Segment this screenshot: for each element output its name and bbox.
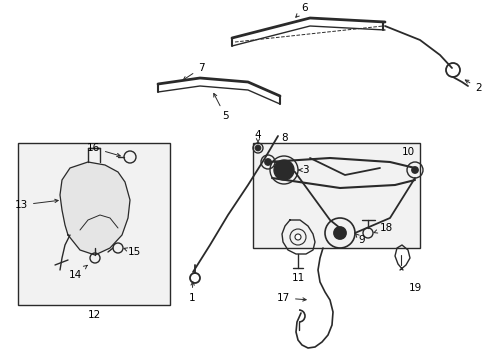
Text: 13: 13 xyxy=(15,199,58,210)
Text: 8: 8 xyxy=(281,133,288,143)
Circle shape xyxy=(273,160,293,180)
Text: 12: 12 xyxy=(87,310,101,320)
Text: 5: 5 xyxy=(213,94,228,121)
Text: 1: 1 xyxy=(188,282,195,303)
Bar xyxy=(18,143,170,305)
Text: 10: 10 xyxy=(401,147,414,157)
Text: 11: 11 xyxy=(291,273,304,283)
Text: 2: 2 xyxy=(465,80,481,93)
Text: 19: 19 xyxy=(407,283,421,293)
Text: 16: 16 xyxy=(86,143,120,157)
Text: 18: 18 xyxy=(373,223,392,233)
Text: 6: 6 xyxy=(295,3,307,17)
Text: 9: 9 xyxy=(354,233,364,245)
Circle shape xyxy=(254,145,261,151)
Text: 7: 7 xyxy=(183,63,204,80)
Text: 17: 17 xyxy=(276,293,305,303)
Text: 15: 15 xyxy=(124,247,141,257)
Circle shape xyxy=(264,159,270,165)
Text: 4: 4 xyxy=(254,130,261,143)
Circle shape xyxy=(294,234,301,240)
Bar xyxy=(252,143,419,248)
Text: 14: 14 xyxy=(69,265,87,280)
Circle shape xyxy=(411,167,417,173)
Text: 3: 3 xyxy=(298,165,308,175)
Circle shape xyxy=(333,227,346,239)
Polygon shape xyxy=(60,162,130,255)
